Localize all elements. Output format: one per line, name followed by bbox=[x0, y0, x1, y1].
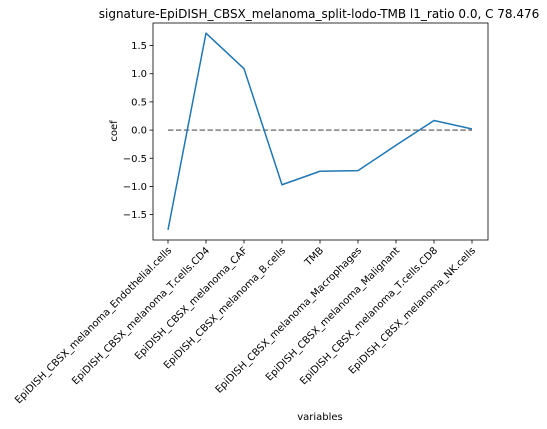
series-line bbox=[167, 32, 473, 230]
x-tick-label: EpiDISH_CBSX_melanoma_T.cells.CD8 bbox=[298, 245, 440, 387]
plot-frame bbox=[152, 22, 489, 241]
x-tick-label: EpiDISH_CBSX_melanoma_Malignant bbox=[264, 245, 402, 383]
y-tick-label: 1.0 bbox=[131, 69, 147, 80]
y-tick-label: −1.0 bbox=[123, 182, 147, 193]
y-axis-label: coef bbox=[109, 120, 120, 142]
x-tick-label: TMB bbox=[302, 245, 326, 269]
y-tick-label: −0.5 bbox=[123, 154, 147, 165]
x-tick-label: EpiDISH_CBSX_melanoma_Endothelial.cells bbox=[13, 245, 174, 406]
y-tick-label: −1.5 bbox=[123, 210, 147, 221]
x-axis-label: variables bbox=[297, 412, 343, 423]
plot-area bbox=[167, 32, 473, 230]
y-tick-label: 0.0 bbox=[131, 126, 147, 137]
x-axis: EpiDISH_CBSX_melanoma_Endothelial.cellsE… bbox=[13, 240, 478, 406]
chart-title: signature-EpiDISH_CBSX_melanoma_split-lo… bbox=[99, 7, 540, 21]
x-tick-label: EpiDISH_CBSX_melanoma_Macrophages bbox=[214, 245, 364, 395]
x-tick-label: EpiDISH_CBSX_melanoma_T.cells.CD4 bbox=[70, 245, 212, 387]
y-tick-label: 1.5 bbox=[131, 41, 147, 52]
y-axis: −1.5 −1.0 −0.5 0.0 0.5 1.0 1.5 bbox=[123, 41, 153, 221]
y-tick-label: 0.5 bbox=[131, 97, 147, 108]
